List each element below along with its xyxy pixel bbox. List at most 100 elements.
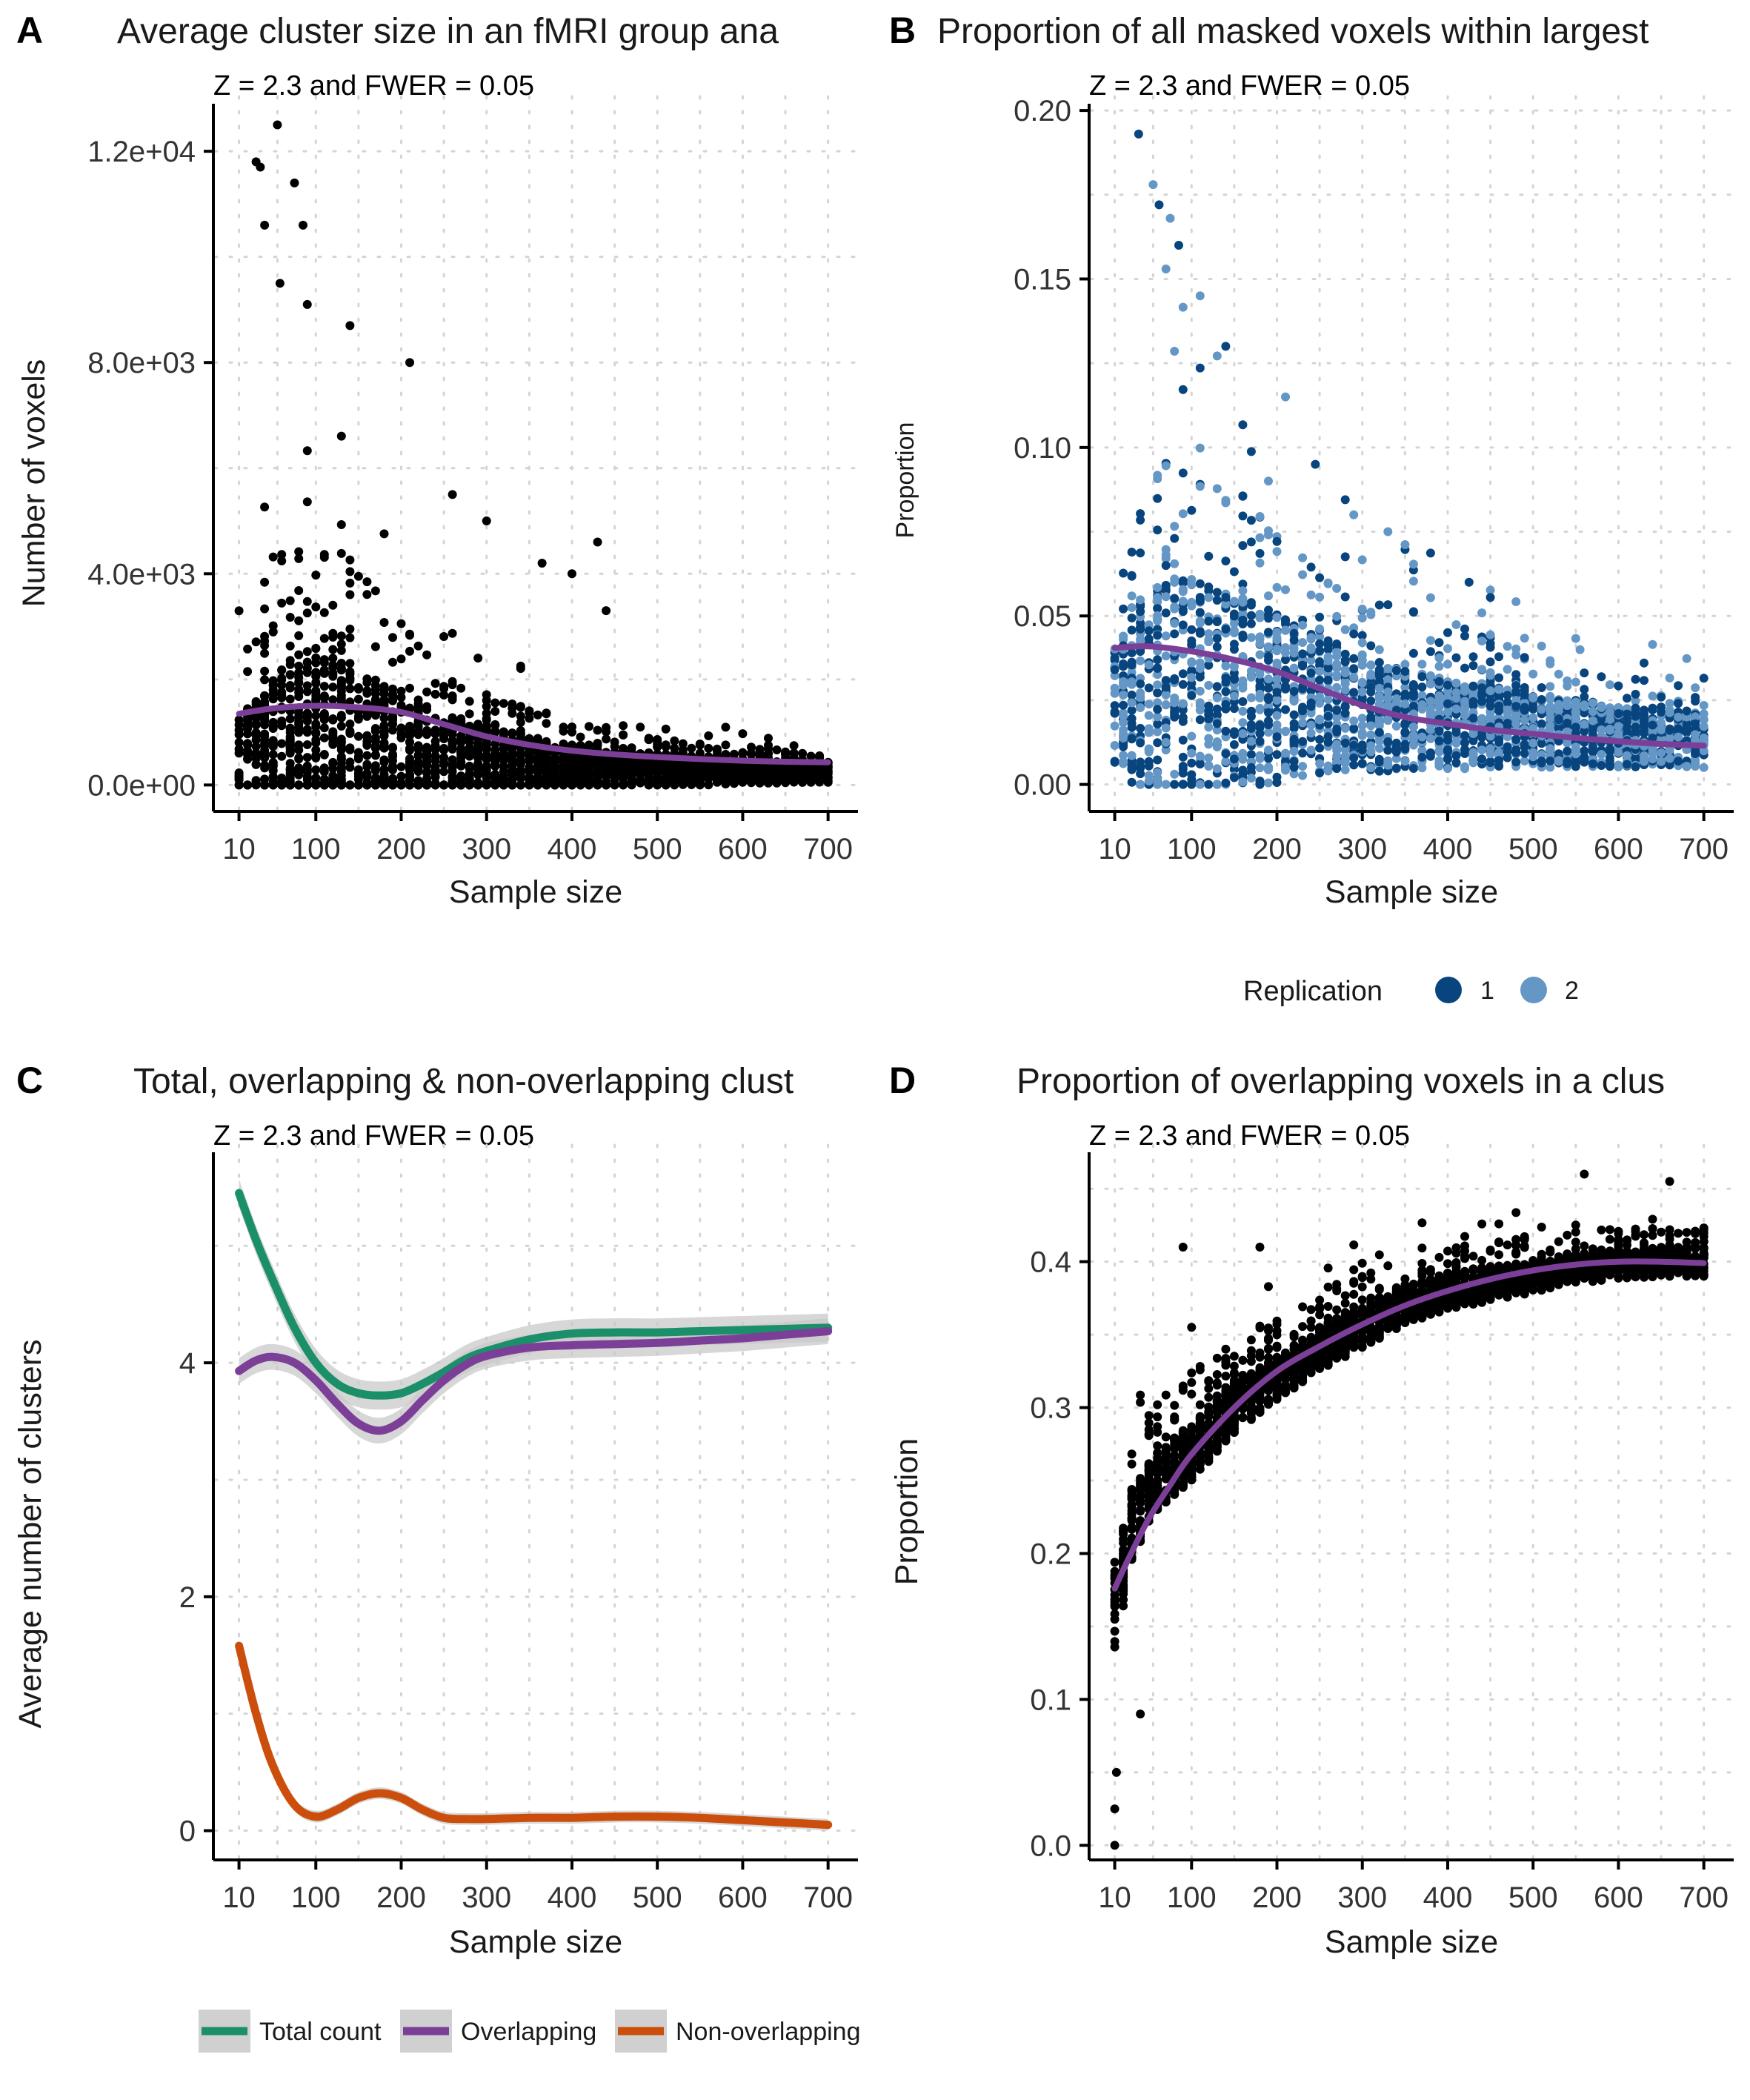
- scatter-point: [1264, 591, 1273, 601]
- scatter-point: [533, 752, 542, 762]
- scatter-point: [1229, 740, 1239, 749]
- scatter-point: [815, 765, 825, 774]
- scatter-point: [1648, 639, 1657, 649]
- scatter-point: [1144, 711, 1154, 720]
- scatter-point: [319, 634, 329, 643]
- scatter-point: [311, 729, 321, 739]
- scatter-point: [695, 779, 705, 788]
- scatter-point: [422, 780, 432, 790]
- scatter-point: [1503, 742, 1512, 752]
- scatter-point: [345, 669, 355, 679]
- scatter-point: [439, 731, 449, 740]
- scatter-point: [1366, 721, 1376, 731]
- scatter-point: [273, 120, 282, 130]
- scatter-point: [328, 780, 338, 790]
- scatter-point: [789, 748, 799, 758]
- scatter-point: [1212, 737, 1222, 746]
- scatter-point: [1374, 737, 1384, 746]
- scatter-point: [1246, 600, 1256, 610]
- scatter-point: [1178, 597, 1188, 606]
- scatter-point: [1699, 674, 1709, 683]
- scatter-point: [1281, 648, 1290, 657]
- scatter-point: [285, 670, 295, 679]
- scatter-point: [1110, 708, 1119, 718]
- scatter-point: [1494, 673, 1504, 682]
- panel-a-plot-area: [234, 120, 833, 790]
- scatter-point: [636, 722, 645, 732]
- scatter-point: [508, 708, 517, 718]
- scatter-point: [559, 776, 568, 785]
- scatter-point: [1144, 744, 1154, 754]
- scatter-point: [1264, 526, 1273, 536]
- scatter-point: [1374, 600, 1384, 610]
- scatter-point: [764, 749, 773, 759]
- scatter-point: [1374, 718, 1384, 728]
- scatter-point: [550, 761, 559, 771]
- scatter-point: [448, 773, 457, 782]
- x-tick-label: 200: [376, 833, 426, 865]
- scatter-point: [430, 689, 440, 699]
- scatter-point: [1563, 696, 1572, 705]
- scatter-point: [661, 762, 671, 772]
- panel-a-axes: 10 100 200 300 400 500 600 7000.0e+004.0e+038.0…: [87, 104, 858, 865]
- scatter-point: [516, 711, 525, 721]
- scatter-point: [1349, 510, 1359, 519]
- scatter-point: [1264, 683, 1273, 693]
- scatter-point: [277, 739, 287, 748]
- scatter-point: [430, 780, 440, 790]
- scatter-point: [362, 590, 372, 599]
- scatter-point: [1349, 664, 1359, 674]
- scatter-point: [576, 780, 585, 790]
- scatter-point: [1306, 633, 1316, 642]
- scatter-point: [712, 768, 722, 777]
- scatter-point: [362, 688, 372, 698]
- scatter-point: [508, 757, 517, 766]
- scatter-point: [1623, 722, 1631, 732]
- scatter-point: [336, 639, 346, 649]
- scatter-point: [328, 771, 338, 780]
- scatter-point: [1614, 709, 1623, 718]
- scatter-point: [1408, 740, 1418, 750]
- scatter-point: [336, 645, 346, 655]
- scatter-point: [1580, 755, 1589, 765]
- scatter-point: [345, 633, 355, 642]
- scatter-point: [1298, 620, 1308, 630]
- scatter-point: [353, 694, 363, 704]
- scatter-point: [1136, 723, 1145, 733]
- scatter-point: [1537, 641, 1546, 651]
- scatter-point: [670, 736, 679, 745]
- scatter-point: [1264, 745, 1273, 755]
- scatter-point: [1460, 697, 1469, 706]
- scatter-point: [328, 715, 338, 725]
- scatter-point: [516, 750, 525, 760]
- scatter-point: [405, 683, 414, 693]
- scatter-point: [260, 220, 270, 230]
- scatter-point: [260, 604, 270, 614]
- scatter-point: [294, 661, 304, 671]
- scatter-point: [490, 707, 500, 716]
- scatter-point: [1246, 762, 1256, 772]
- scatter-point: [568, 752, 576, 762]
- scatter-point: [1127, 548, 1137, 557]
- scatter-point: [1281, 625, 1290, 635]
- scatter-point: [345, 757, 355, 767]
- scatter-point: [319, 750, 329, 760]
- scatter-point: [1537, 719, 1546, 728]
- scatter-point: [1136, 595, 1145, 605]
- scatter-point: [302, 740, 312, 749]
- scatter-point: [294, 650, 304, 659]
- scatter-point: [1170, 594, 1180, 603]
- x-tick-label: 100: [291, 833, 341, 865]
- scatter-point: [1631, 689, 1640, 699]
- scatter-point: [405, 780, 414, 790]
- scatter-point: [1272, 688, 1282, 697]
- scatter-point: [1451, 678, 1461, 688]
- scatter-point: [1229, 567, 1239, 576]
- scatter-point: [550, 780, 559, 790]
- scatter-point: [285, 596, 295, 605]
- scatter-point: [1178, 509, 1188, 519]
- scatter-point: [576, 774, 585, 783]
- scatter-point: [1340, 649, 1350, 659]
- scatter-point: [1255, 763, 1265, 773]
